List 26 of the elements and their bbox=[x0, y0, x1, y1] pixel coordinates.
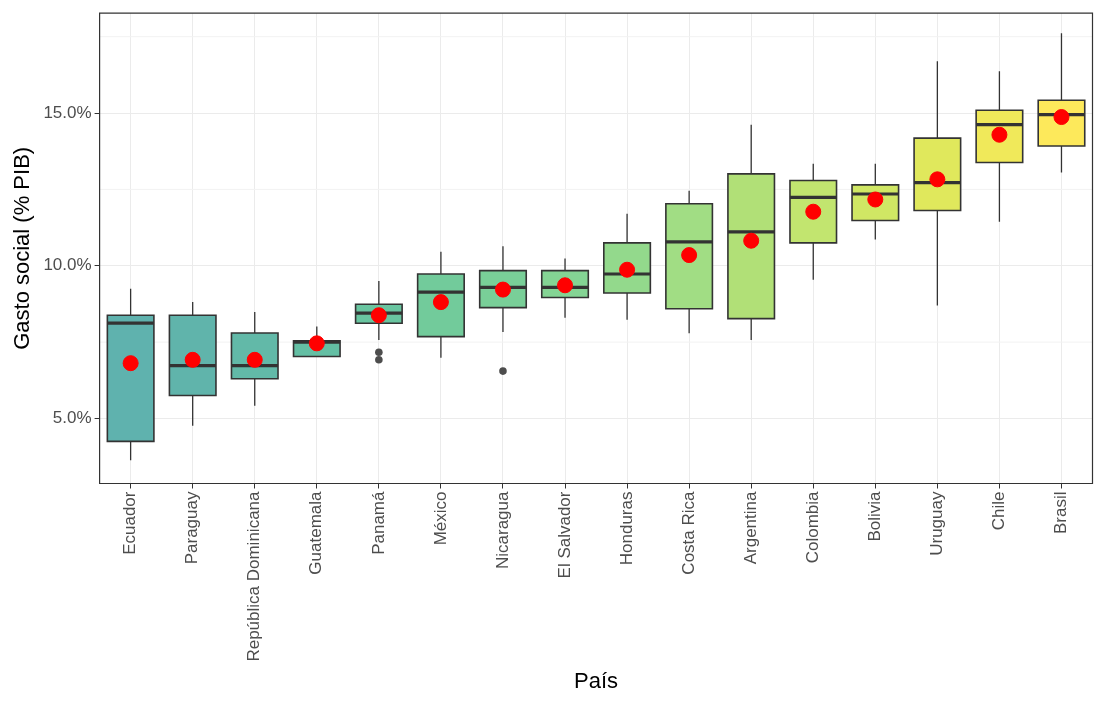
x-tick-label: Argentina bbox=[740, 490, 760, 565]
y-tick-label: 10.0% bbox=[43, 255, 92, 275]
y-tick-label: 5.0% bbox=[52, 408, 92, 428]
x-tick-label: Ecuador bbox=[120, 491, 140, 555]
x-tick-label: México bbox=[430, 491, 450, 546]
x-tick-label: Honduras bbox=[616, 491, 636, 566]
x-tick-label: Guatemala bbox=[306, 490, 326, 575]
x-tick-label: Costa Rica bbox=[678, 490, 698, 575]
x-tick-label: Uruguay bbox=[927, 491, 947, 556]
x-tick-label: El Salvador bbox=[554, 491, 574, 579]
x-tick-label: Brasil bbox=[1051, 491, 1071, 535]
x-tick-label: Bolivia bbox=[864, 490, 884, 542]
y-axis-title: Gasto social (% PIB) bbox=[9, 146, 35, 350]
x-tick-label: Colombia bbox=[802, 490, 822, 564]
x-tick-label: República Dominicana bbox=[244, 490, 264, 662]
x-tick-label: Panamá bbox=[368, 490, 388, 555]
point bbox=[929, 171, 946, 188]
point bbox=[681, 247, 698, 264]
x-tick-label: Paraguay bbox=[182, 491, 202, 565]
point bbox=[743, 232, 760, 249]
point bbox=[184, 351, 201, 368]
x-tick-label: Nicaragua bbox=[492, 490, 512, 570]
y-tick-label: 15.0% bbox=[43, 102, 92, 122]
point bbox=[122, 355, 139, 372]
x-tick-label: Chile bbox=[989, 491, 1009, 531]
x-axis-title: País bbox=[574, 667, 619, 693]
